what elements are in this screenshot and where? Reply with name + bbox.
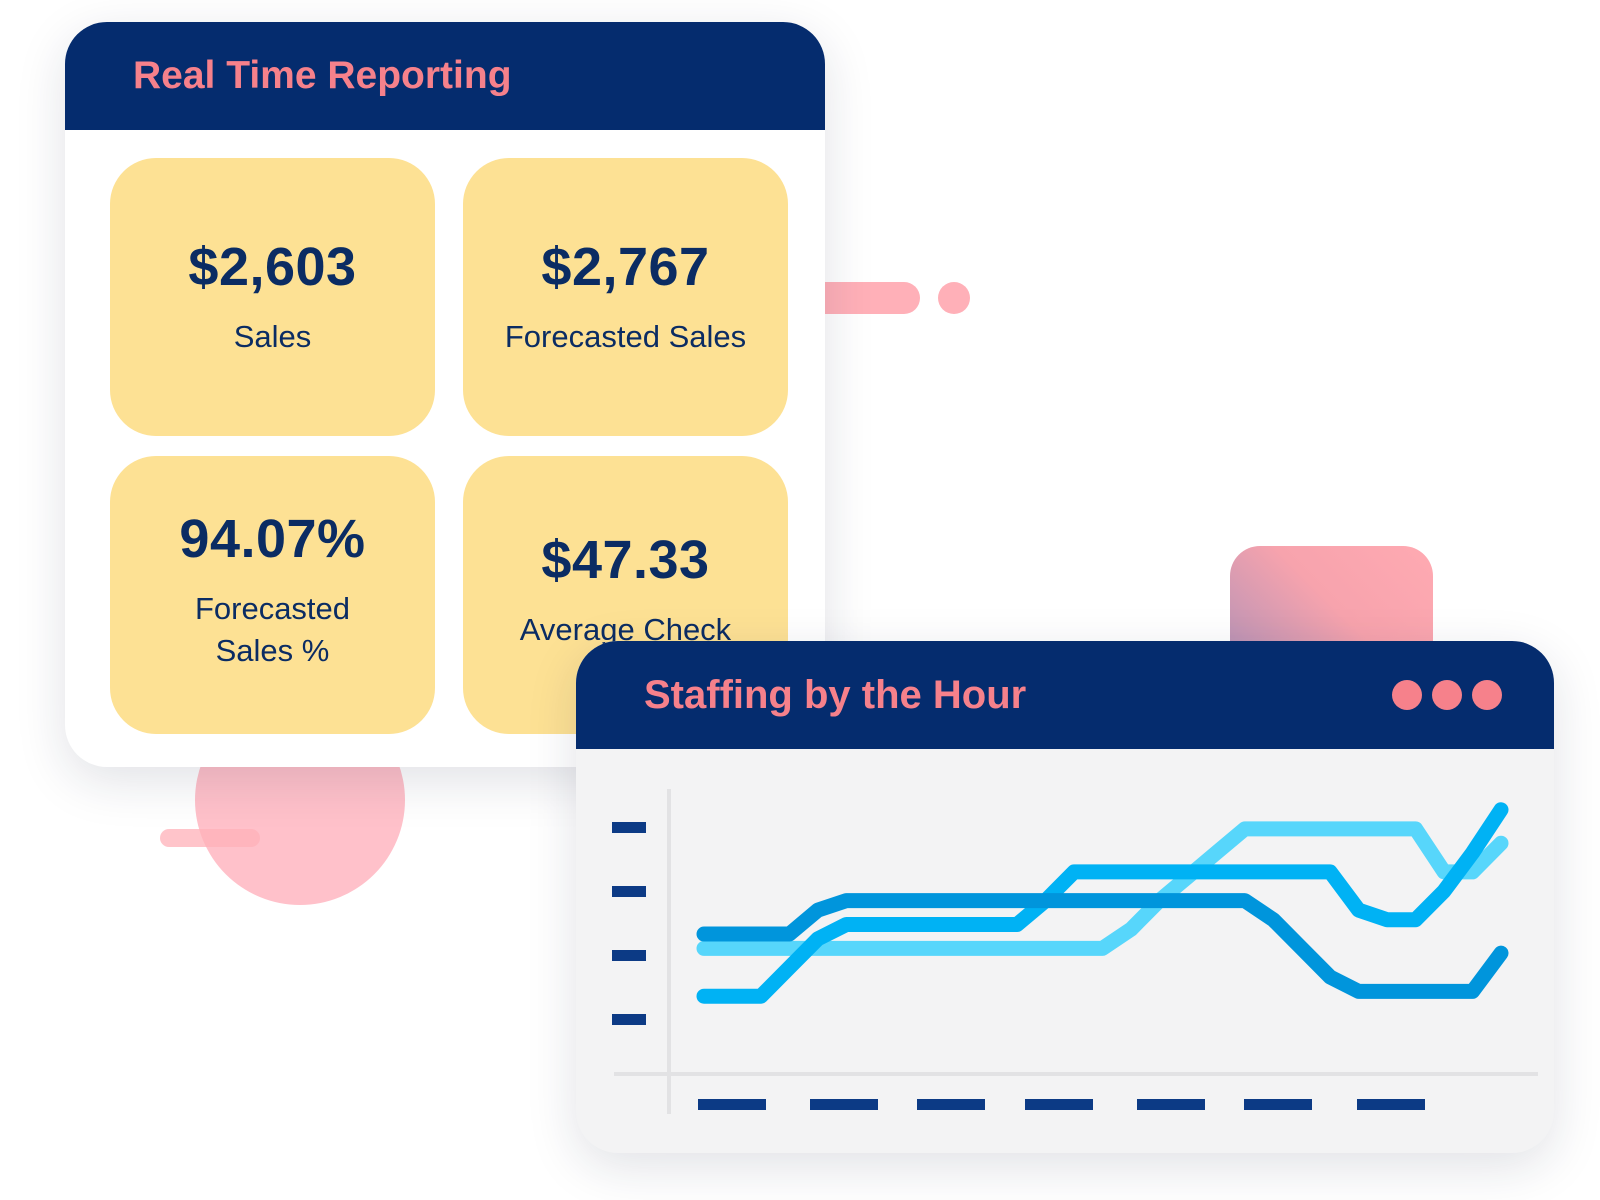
staffing-title: Staffing by the Hour [644, 672, 1027, 717]
average-check-value: $47.33 [541, 530, 710, 591]
x-tick-mark [917, 1099, 985, 1110]
report-header: Real Time Reporting [65, 22, 825, 130]
real-time-reporting-panel: Real Time Reporting $2,603 Sales $2,767 … [65, 22, 825, 767]
series-line-1 [696, 821, 1509, 956]
series-line-2 [696, 802, 1509, 1004]
decorative-pill-left [160, 829, 260, 847]
dot-icon [1392, 680, 1422, 710]
sales-tile[interactable]: $2,603 Sales [110, 158, 435, 436]
series-line-3 [696, 893, 1509, 999]
more-dots-icon[interactable] [1392, 680, 1502, 710]
forecasted-sales-percent-value: 94.07% [179, 509, 366, 570]
dot-icon [1472, 680, 1502, 710]
sales-value: $2,603 [188, 237, 357, 298]
x-tick-mark [1025, 1099, 1093, 1110]
y-tick-mark [612, 886, 646, 897]
staffing-line-chart [612, 789, 1538, 1114]
y-tick-mark [612, 1014, 646, 1025]
forecasted-sales-value: $2,767 [541, 237, 710, 298]
y-tick-mark [612, 822, 646, 833]
forecasted-sales-percent-label: Forecasted Sales % [194, 591, 351, 668]
x-tick-mark [1357, 1099, 1425, 1110]
dot-icon [1432, 680, 1462, 710]
decorative-dot [938, 282, 970, 314]
forecasted-sales-tile[interactable]: $2,767 Forecasted Sales [463, 158, 788, 436]
sales-label: Sales [233, 319, 312, 355]
forecasted-sales-percent-tile[interactable]: 94.07% Forecasted Sales % [110, 456, 435, 734]
x-tick-mark [1137, 1099, 1205, 1110]
x-tick-mark [698, 1099, 766, 1110]
x-tick-mark [1244, 1099, 1312, 1110]
x-tick-mark [810, 1099, 878, 1110]
staffing-header: Staffing by the Hour [576, 641, 1554, 749]
report-title: Real Time Reporting [133, 54, 512, 97]
forecasted-sales-label: Forecasted Sales [504, 319, 747, 355]
staffing-by-hour-panel: Staffing by the Hour [576, 641, 1554, 1153]
y-tick-mark [612, 950, 646, 961]
